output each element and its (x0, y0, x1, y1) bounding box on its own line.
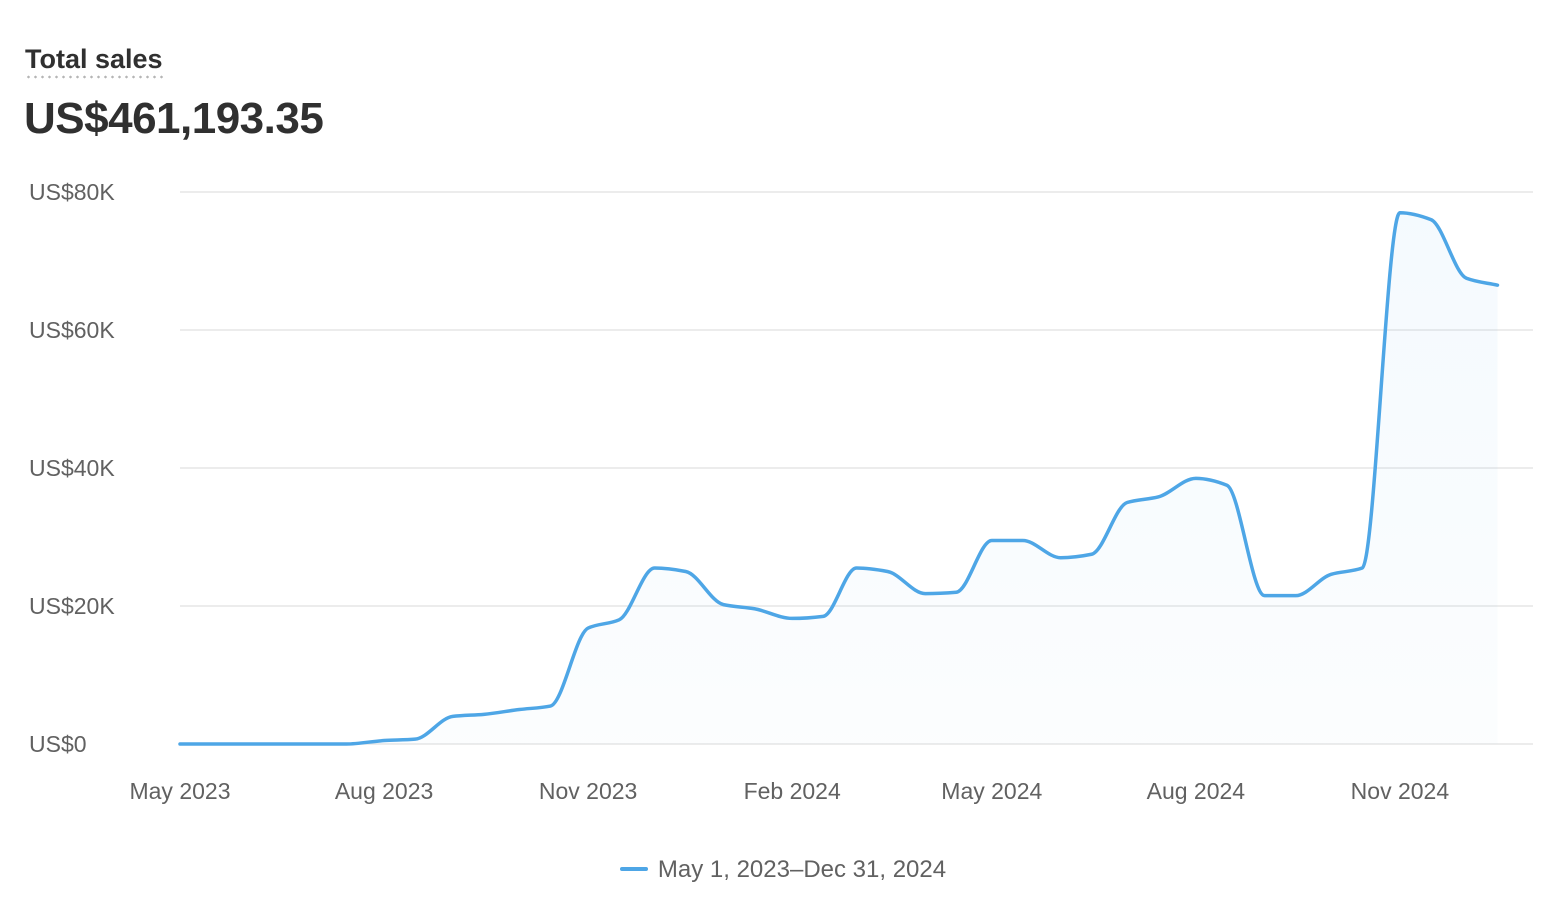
x-tick-label: Aug 2024 (1147, 778, 1246, 804)
x-axis: May 2023 Aug 2023 Nov 2023 Feb 2024 May 2024… (129, 778, 1449, 804)
y-tick-label: US$60K (29, 317, 115, 343)
x-tick-label: Nov 2023 (539, 778, 637, 804)
x-tick-label: May 2024 (941, 778, 1042, 804)
y-tick-label: US$40K (29, 455, 115, 481)
y-tick-label: US$20K (29, 593, 115, 619)
y-tick-label: US$0 (29, 731, 87, 757)
y-tick-label: US$80K (29, 179, 115, 205)
legend: May 1, 2023–Dec 31, 2024 (0, 856, 1566, 884)
series-area (180, 212, 1498, 744)
x-tick-label: Aug 2023 (335, 778, 433, 804)
x-tick-label: Nov 2024 (1351, 778, 1450, 804)
y-axis: US$0 US$20K US$40K US$60K US$80K (29, 179, 115, 757)
legend-label: May 1, 2023–Dec 31, 2024 (657, 856, 947, 883)
total-sales-value: US$461,193.35 (24, 94, 324, 143)
chart-title: Total sales (25, 44, 163, 79)
x-tick-label: Feb 2024 (744, 778, 841, 804)
legend-swatch (619, 866, 648, 871)
series-line (178, 210, 1500, 746)
x-tick-label: May 2023 (129, 778, 230, 804)
